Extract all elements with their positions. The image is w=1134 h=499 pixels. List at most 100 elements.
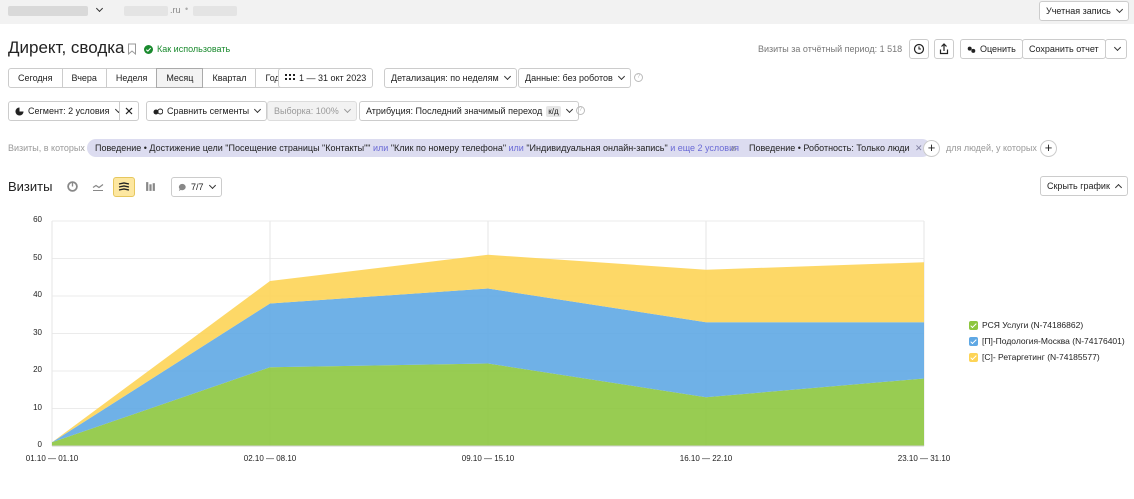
close-icon[interactable]: ✕ — [915, 143, 923, 153]
data-dropdown[interactable]: Данные: без роботов — [518, 68, 631, 88]
condition-chip-goals[interactable]: Поведение • Достижение цели "Посещение с… — [87, 139, 761, 157]
x-tick-label: 16.10 — 22.10 — [679, 454, 733, 463]
date-range-button[interactable]: 1 — 31 окт 2023 — [278, 68, 374, 88]
y-tick-label: 30 — [33, 327, 42, 337]
series-area-0 — [52, 363, 924, 446]
y-tick-label: 10 — [33, 402, 42, 412]
legend-checkbox[interactable] — [969, 320, 978, 330]
compare-label: Сравнить сегменты — [167, 106, 250, 116]
detail-label: Детализация: по неделям — [391, 73, 499, 83]
how-to-use-label: Как использовать — [157, 44, 231, 54]
counter-id-redacted — [193, 6, 237, 16]
save-report-label: Сохранить отчет — [1029, 44, 1099, 54]
pie-icon — [15, 106, 24, 116]
x-tick-label: 01.10 — 01.10 — [25, 454, 79, 463]
attribution-badge: к/д — [546, 105, 561, 117]
people-where-label: для людей, у которых — [946, 143, 1037, 153]
legend-checkbox[interactable] — [969, 352, 978, 362]
separator-dot: • — [185, 4, 189, 14]
pie-chart-icon[interactable] — [67, 181, 78, 192]
and-label: и — [731, 143, 737, 153]
condition-robots: Поведение • Робот­ность: Только люди — [749, 143, 910, 153]
bookmark-icon[interactable] — [127, 43, 137, 55]
attribution-dropdown[interactable]: Атрибуция: Последний значимый переход к/… — [359, 101, 579, 121]
period-selector: Сегодня Вчера Неделя Месяц Квартал Год — [8, 68, 290, 88]
history-button[interactable] — [909, 39, 929, 59]
chart-title: Визиты — [8, 179, 53, 194]
counter-name-redacted[interactable] — [8, 6, 88, 16]
condition-or: или — [373, 143, 389, 153]
condition-chip-robots[interactable]: Поведение • Робот­ность: Только люди ✕ — [741, 139, 931, 157]
top-bar: .ru • Учетная запись — [0, 0, 1134, 24]
how-to-use-link[interactable]: Как использовать — [144, 44, 230, 54]
legend-label: [П]-Подология-Москва (N-74176401) — [982, 336, 1125, 346]
period-month[interactable]: Месяц — [156, 68, 204, 88]
check-circle-icon — [144, 44, 153, 54]
compare-icon — [153, 108, 163, 114]
legend-item[interactable]: РСЯ Услуги (N-74186862) — [969, 320, 1083, 330]
y-tick-label: 50 — [33, 252, 42, 262]
site-suffix: .ru — [170, 5, 181, 15]
condition-goal-2: "Клик по номеру телефона" — [390, 143, 507, 153]
visits-where-label: Визиты, в которых — [8, 143, 85, 153]
condition-goal-3: "Индивидуальная онлайн-запись" — [526, 143, 668, 153]
series-area-2 — [52, 254, 924, 443]
series-area-1 — [52, 288, 924, 443]
save-report-button[interactable]: Сохранить отчет — [1022, 39, 1106, 59]
share-icon — [939, 43, 949, 55]
help-icon[interactable]: ? — [576, 106, 585, 115]
attribution-label: Атрибуция: Последний значимый переход — [366, 106, 543, 116]
compare-segments-dropdown[interactable]: Сравнить сегменты — [146, 101, 268, 121]
x-tick-label: 23.10 — 31.10 — [897, 454, 951, 463]
period-week[interactable]: Неделя — [105, 68, 158, 88]
page-title: Директ, сводка — [8, 38, 125, 57]
y-tick-label: 20 — [33, 365, 42, 374]
visits-period-text: Визиты за отчётный период: 1 518 — [758, 44, 903, 54]
condition-more: и еще 2 условия — [670, 143, 739, 153]
legend-label: [С]- Ретаргетинг (N-74185577) — [982, 352, 1100, 362]
segment-clear-button[interactable] — [119, 101, 139, 121]
y-tick-label: 60 — [33, 215, 42, 224]
sample-label: Выборка: 100% — [274, 106, 339, 116]
legend-checkbox[interactable] — [969, 336, 978, 346]
condition-goal-1: Поведение • Достижение цели "Посещение с… — [95, 143, 371, 153]
stacked-area-icon — [118, 182, 130, 191]
y-tick-label: 40 — [33, 290, 42, 299]
sample-dropdown[interactable]: Выборка: 100% — [267, 101, 357, 121]
rate-icon — [967, 46, 976, 53]
series-selector[interactable]: 7/7 — [171, 177, 222, 197]
legend-item[interactable]: [П]-Подология-Москва (N-74176401) — [969, 336, 1125, 346]
save-report-menu-button[interactable] — [1105, 39, 1127, 59]
legend-item[interactable]: [С]- Ретаргетинг (N-74185577) — [969, 352, 1100, 362]
legend-label: РСЯ Услуги (N-74186862) — [982, 320, 1084, 330]
site-name-redacted — [124, 6, 168, 16]
x-tick-label: 09.10 — 15.10 — [461, 454, 515, 463]
line-chart-icon[interactable] — [92, 181, 104, 192]
stacked-area-button[interactable] — [113, 177, 135, 197]
x-tick-label: 02.10 — 08.10 — [243, 454, 297, 463]
rate-label: Оценить — [980, 44, 1016, 54]
add-visit-condition-button[interactable]: + — [923, 140, 940, 157]
help-icon[interactable]: ? — [634, 73, 643, 82]
data-label: Данные: без роботов — [525, 73, 613, 83]
bar-chart-icon[interactable] — [145, 181, 156, 192]
comment-icon — [178, 183, 186, 191]
detail-dropdown[interactable]: Детализация: по неделям — [384, 68, 517, 88]
close-icon — [125, 107, 133, 115]
account-label: Учетная запись — [1046, 6, 1111, 16]
add-user-condition-button[interactable]: + — [1040, 140, 1057, 157]
clock-icon — [913, 43, 925, 55]
hide-chart-button[interactable]: Скрыть график — [1040, 176, 1128, 196]
segment-label: Сегмент: 2 условия — [28, 106, 110, 116]
date-range-label: 1 — 31 окт 2023 — [299, 73, 367, 83]
hide-chart-label: Скрыть график — [1047, 181, 1110, 191]
series-counter: 7/7 — [191, 182, 204, 192]
rate-button[interactable]: Оценить — [960, 39, 1023, 59]
period-today[interactable]: Сегодня — [8, 68, 63, 88]
account-button[interactable]: Учетная запись — [1039, 1, 1129, 21]
y-tick-label: 0 — [37, 440, 42, 449]
condition-or: или — [508, 143, 524, 153]
export-button[interactable] — [934, 39, 954, 59]
segment-dropdown[interactable]: Сегмент: 2 условия — [8, 101, 128, 121]
